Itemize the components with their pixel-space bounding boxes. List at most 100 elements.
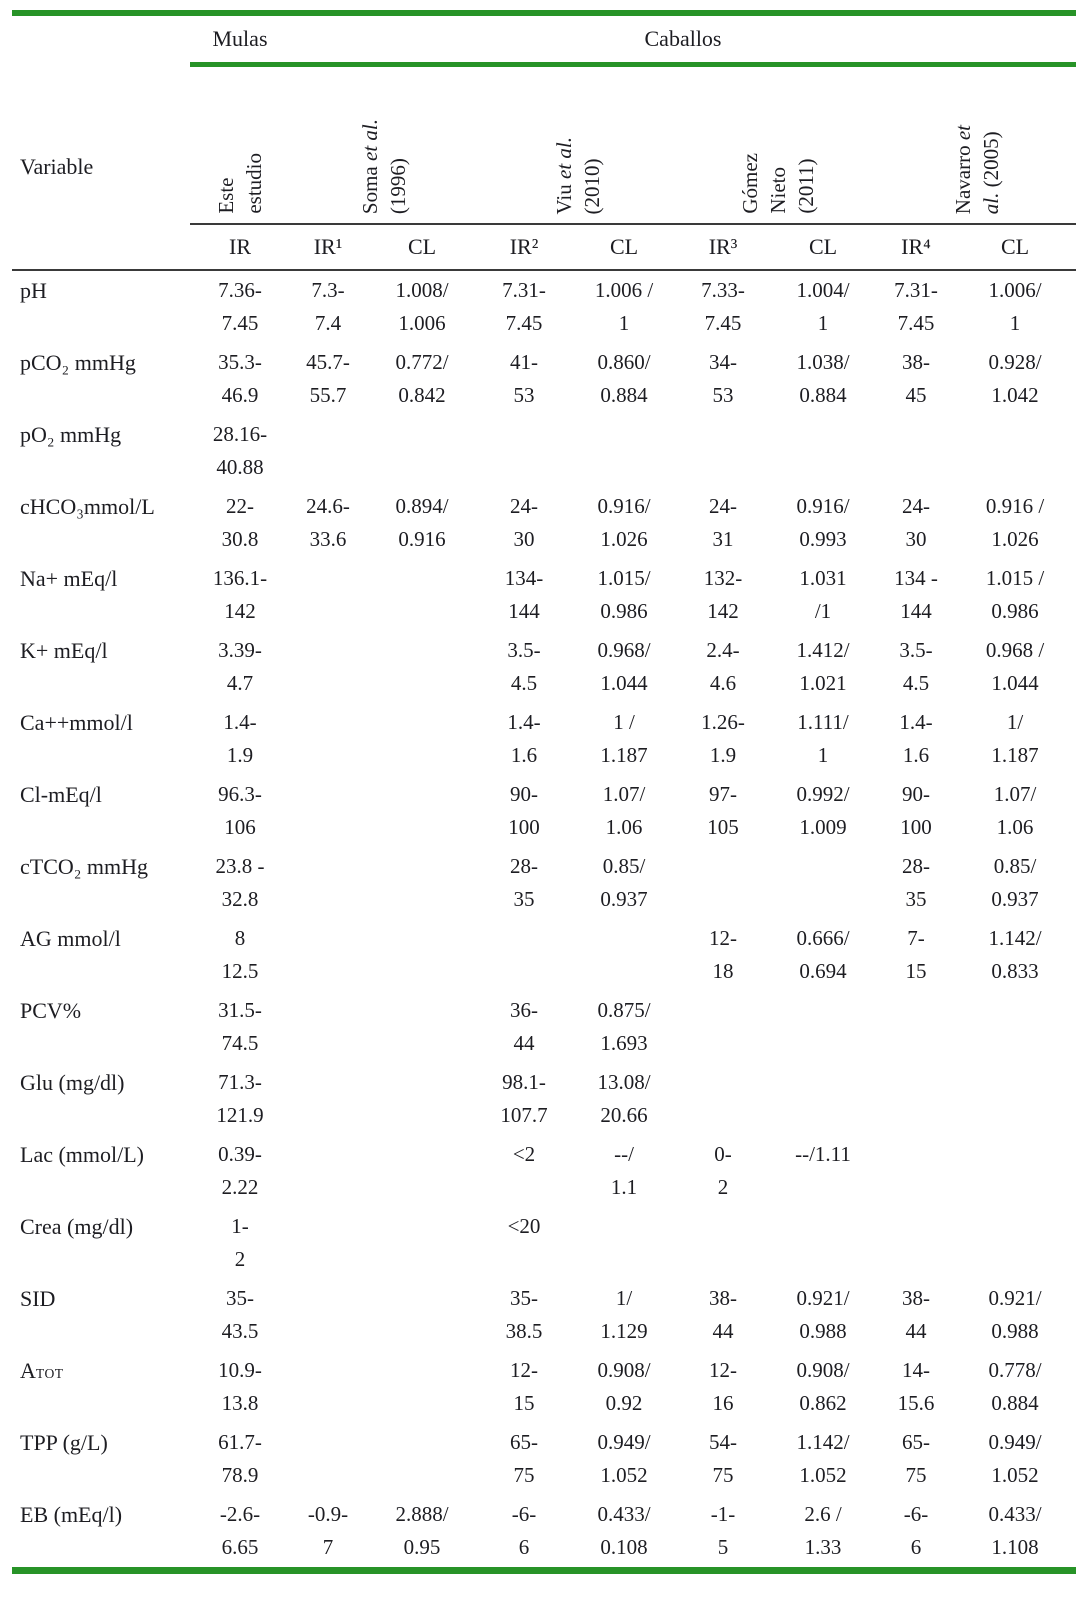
value-cell: 7.36- 7.45 — [218, 278, 262, 335]
value-cell: 1.142/0.833 — [988, 926, 1042, 983]
value-cell — [570, 919, 678, 991]
variable-label: K+ mEq/l — [20, 638, 108, 663]
value-cell — [878, 1135, 954, 1207]
value-cell: 12- 15 — [510, 1358, 538, 1415]
value-cell: 1.4- 1.6 — [507, 710, 541, 767]
study-header-row: Variable Este estudio Soma et al. (1996) Viu… — [12, 64, 1076, 271]
value-cell — [878, 1207, 954, 1279]
value-cell: 38- 44 — [709, 1286, 737, 1343]
value-cell: 54- 75 — [709, 1430, 737, 1487]
value-cell: 0.968 /1.044 — [985, 638, 1045, 695]
value-cell — [290, 919, 366, 991]
corner-cell — [12, 13, 190, 65]
value-cell: 65- 75 — [510, 1430, 538, 1487]
value-cell: 90- 100 — [508, 782, 540, 839]
value-cell: 1.412/1.021 — [796, 638, 850, 695]
value-cell — [290, 991, 366, 1063]
table-row: cTCO₂ mmHg 23.8 -32.8 28- 35 0.85/0.937 28- 35… — [12, 847, 1076, 919]
value-cell — [366, 1279, 478, 1351]
table-row: Na+ mEq/l 136.1- 142 134- 144 1.015/0.986 132-… — [12, 559, 1076, 631]
value-cell: 31.5- 74.5 — [218, 998, 262, 1055]
value-cell: 7.31- 7.45 — [502, 278, 546, 335]
value-cell: 28.16- 40.88 — [212, 422, 268, 479]
value-cell: 1.038/0.884 — [796, 350, 850, 407]
value-cell — [290, 703, 366, 775]
variable-header: Variable — [12, 64, 190, 271]
value-cell: 0.85/0.937 — [991, 854, 1039, 911]
value-cell: 1.111/1 — [797, 710, 849, 767]
value-cell: <20 — [507, 1214, 541, 1238]
variable-label: cHCO₃mmol/L — [20, 494, 155, 519]
value-cell — [366, 919, 478, 991]
table-row: pO₂ mmHg 28.16- 40.88 — [12, 415, 1076, 487]
table-row: SID 35- 43.5 35- 38.5 1/1.129 38- 44 0.921/0.988… — [12, 1279, 1076, 1351]
value-cell: 1.008/1.006 — [395, 278, 449, 335]
value-cell — [678, 991, 768, 1063]
column-header-7: IR⁴ — [878, 224, 954, 271]
value-cell: 2.888/0.95 — [395, 1502, 449, 1559]
value-cell: --/1.1 — [610, 1142, 638, 1199]
value-cell: 3.5- 4.5 — [899, 638, 933, 695]
value-cell: 136.1- 142 — [212, 566, 268, 623]
value-cell: 35- 38.5 — [505, 1286, 543, 1343]
value-cell: 0.928/1.042 — [988, 350, 1042, 407]
value-cell — [570, 1207, 678, 1279]
value-cell — [678, 1207, 768, 1279]
value-cell — [366, 847, 478, 919]
column-header-1: IR¹ — [290, 224, 366, 271]
value-cell — [954, 415, 1076, 487]
value-cell: -0.9- 7 — [307, 1502, 349, 1559]
value-cell: 0.860/0.884 — [597, 350, 651, 407]
variable-label: Lac (mmol/L) — [20, 1142, 145, 1167]
value-cell: 12- 16 — [709, 1358, 737, 1415]
value-cell — [878, 991, 954, 1063]
value-cell: 14- 15.6 — [897, 1358, 935, 1415]
value-cell — [570, 415, 678, 487]
value-cell: <2 — [512, 1142, 536, 1166]
variable-label: pO₂ mmHg — [20, 422, 122, 447]
value-cell: 1.015 /0.986 — [985, 566, 1045, 623]
variable-label-subscript: TOT — [35, 1366, 64, 1381]
value-cell: 1.031/1 — [799, 566, 847, 623]
value-cell — [478, 919, 570, 991]
table-row: Cl-mEq/l 96.3- 106 90- 100 1.07/1.06 97- 105 0.9… — [12, 775, 1076, 847]
column-header-6: CL — [768, 224, 878, 271]
column-header-0: IR — [190, 224, 290, 271]
value-cell: 34- 53 — [709, 350, 737, 407]
value-cell — [678, 1063, 768, 1135]
value-cell: 0.894/0.916 — [395, 494, 449, 551]
value-cell: 41- 53 — [510, 350, 538, 407]
value-cell: -6- 6 — [511, 1502, 537, 1559]
table-body: pH 7.36- 7.45 7.3- 7.4 1.008/1.006 7.31- 7.45 1.… — [12, 270, 1076, 1571]
column-header-8: CL — [954, 224, 1076, 271]
value-cell: -2.6- 6.65 — [219, 1502, 261, 1559]
value-cell: 38- 44 — [902, 1286, 930, 1343]
value-cell: 0.916 /1.026 — [985, 494, 1045, 551]
value-cell: 96.3- 106 — [218, 782, 262, 839]
value-cell: --/1.11 — [795, 1142, 851, 1166]
value-cell: 0.666/0.694 — [796, 926, 850, 983]
value-cell: 0.916/0.993 — [796, 494, 850, 551]
value-cell: 24.6- 33.6 — [306, 494, 350, 551]
value-cell: 1.006 /1 — [594, 278, 654, 335]
value-cell — [290, 631, 366, 703]
value-cell — [366, 631, 478, 703]
value-cell: 36- 44 — [510, 998, 538, 1055]
variable-label: SID — [20, 1286, 56, 1311]
value-cell — [678, 847, 768, 919]
variable-label: ATOT — [20, 1358, 64, 1383]
table-row: pCO₂ mmHg 35.3- 46.9 45.7- 55.7 0.772/0.842 41… — [12, 343, 1076, 415]
value-cell — [290, 1063, 366, 1135]
value-cell: 0.968/1.044 — [597, 638, 651, 695]
value-cell — [366, 1135, 478, 1207]
value-cell: -6- 6 — [903, 1502, 929, 1559]
variable-label: AG mmol/l — [20, 926, 121, 951]
study-header-este-estudio: Este estudio — [190, 64, 290, 225]
value-cell — [366, 1423, 478, 1495]
value-cell: 35.3- 46.9 — [218, 350, 262, 407]
document-page: Mulas Caballos Variable Este estudio Soma … — [0, 10, 1088, 1574]
value-cell: 0.992/1.009 — [796, 782, 850, 839]
value-cell — [366, 1207, 478, 1279]
value-cell: 0.908/0.862 — [796, 1358, 850, 1415]
value-cell: 1.4- 1.6 — [899, 710, 933, 767]
